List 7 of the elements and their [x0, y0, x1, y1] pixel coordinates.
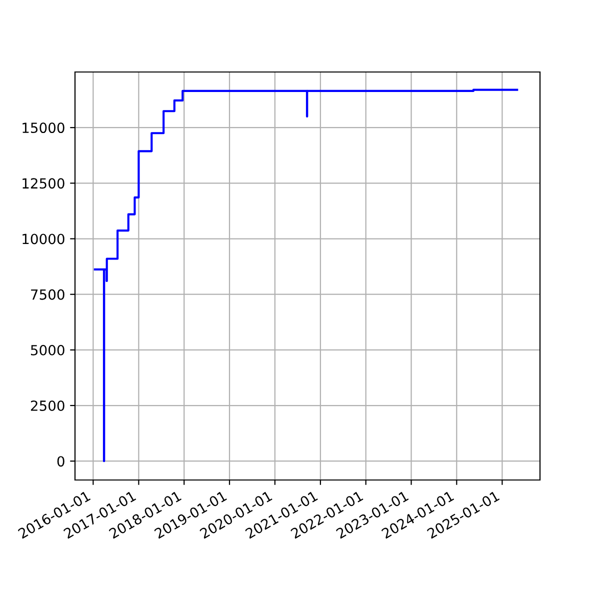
y-tick-label: 7500: [31, 289, 64, 300]
y-tick-label: 2500: [30, 400, 64, 411]
y-tick-label: 5000: [31, 344, 64, 356]
y-tick-label: 0: [57, 456, 64, 467]
y-tick-label: 10000: [22, 234, 64, 244]
y-tick-label: 15000: [22, 122, 64, 134]
y-tick-label: 12500: [22, 178, 64, 189]
